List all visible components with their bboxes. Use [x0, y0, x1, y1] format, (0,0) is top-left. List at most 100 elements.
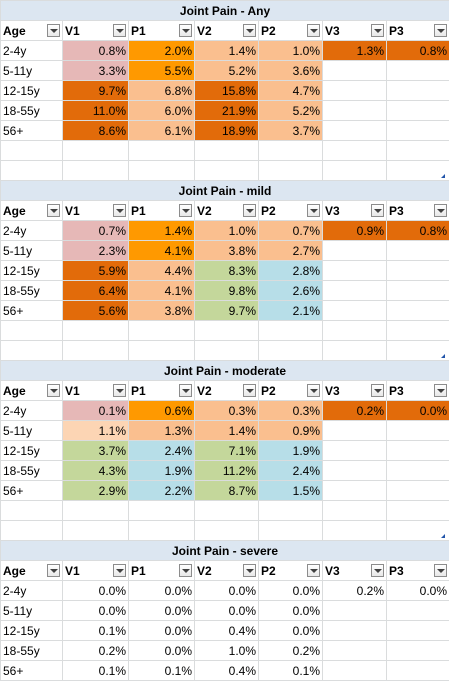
filter-dropdown-icon[interactable] — [113, 24, 126, 37]
age-group-cell[interactable]: 12-15y — [1, 261, 63, 281]
value-cell[interactable]: 0.4% — [195, 621, 259, 641]
filter-dropdown-icon[interactable] — [179, 564, 192, 577]
value-cell[interactable]: 0.9% — [323, 221, 387, 241]
filter-dropdown-icon[interactable] — [47, 204, 60, 217]
filter-dropdown-icon[interactable] — [307, 384, 320, 397]
value-cell[interactable]: 11.0% — [63, 101, 129, 121]
value-cell[interactable]: 1.0% — [195, 641, 259, 661]
value-cell[interactable]: 0.0% — [387, 581, 449, 601]
filter-dropdown-icon[interactable] — [243, 384, 256, 397]
value-cell[interactable]: 3.7% — [63, 441, 129, 461]
value-cell[interactable]: 2.9% — [63, 481, 129, 501]
age-group-cell[interactable]: 5-11y — [1, 241, 63, 261]
empty-cell[interactable] — [323, 521, 387, 541]
age-group-cell[interactable]: 2-4y — [1, 401, 63, 421]
value-cell[interactable]: 3.3% — [63, 61, 129, 81]
value-cell[interactable] — [387, 301, 449, 321]
age-group-cell[interactable]: 2-4y — [1, 581, 63, 601]
value-cell[interactable]: 8.7% — [195, 481, 259, 501]
empty-cell[interactable] — [387, 321, 449, 341]
value-cell[interactable]: 0.4% — [195, 661, 259, 681]
empty-cell[interactable] — [387, 521, 449, 541]
value-cell[interactable]: 6.1% — [129, 121, 195, 141]
age-group-cell[interactable]: 18-55y — [1, 281, 63, 301]
value-cell[interactable]: 2.0% — [129, 41, 195, 61]
value-cell[interactable]: 4.1% — [129, 281, 195, 301]
value-cell[interactable]: 0.0% — [259, 621, 323, 641]
value-cell[interactable]: 0.0% — [195, 581, 259, 601]
value-cell[interactable] — [387, 101, 449, 121]
filter-dropdown-icon[interactable] — [179, 24, 192, 37]
value-cell[interactable]: 0.0% — [195, 601, 259, 621]
filter-dropdown-icon[interactable] — [371, 24, 384, 37]
value-cell[interactable]: 1.3% — [129, 421, 195, 441]
empty-cell[interactable] — [195, 521, 259, 541]
value-cell[interactable] — [387, 461, 449, 481]
filter-dropdown-icon[interactable] — [47, 384, 60, 397]
value-cell[interactable]: 0.2% — [323, 581, 387, 601]
value-cell[interactable]: 4.3% — [63, 461, 129, 481]
value-cell[interactable] — [387, 621, 449, 641]
empty-cell[interactable] — [323, 341, 387, 361]
value-cell[interactable] — [387, 81, 449, 101]
filter-dropdown-icon[interactable] — [434, 564, 447, 577]
value-cell[interactable] — [323, 441, 387, 461]
value-cell[interactable]: 8.6% — [63, 121, 129, 141]
value-cell[interactable]: 1.9% — [259, 441, 323, 461]
value-cell[interactable]: 1.9% — [129, 461, 195, 481]
value-cell[interactable]: 3.8% — [195, 241, 259, 261]
empty-cell[interactable] — [1, 141, 63, 161]
value-cell[interactable]: 4.4% — [129, 261, 195, 281]
empty-cell[interactable] — [129, 521, 195, 541]
empty-cell[interactable] — [1, 501, 63, 521]
filter-dropdown-icon[interactable] — [47, 564, 60, 577]
value-cell[interactable]: 0.2% — [259, 641, 323, 661]
value-cell[interactable]: 1.1% — [63, 421, 129, 441]
value-cell[interactable]: 0.1% — [63, 621, 129, 641]
age-group-cell[interactable]: 12-15y — [1, 441, 63, 461]
filter-dropdown-icon[interactable] — [113, 564, 126, 577]
value-cell[interactable] — [387, 481, 449, 501]
value-cell[interactable]: 1.4% — [195, 41, 259, 61]
filter-dropdown-icon[interactable] — [179, 204, 192, 217]
age-group-cell[interactable]: 18-55y — [1, 461, 63, 481]
age-group-cell[interactable]: 5-11y — [1, 421, 63, 441]
age-group-cell[interactable]: 12-15y — [1, 621, 63, 641]
value-cell[interactable] — [387, 61, 449, 81]
filter-dropdown-icon[interactable] — [434, 204, 447, 217]
value-cell[interactable] — [323, 621, 387, 641]
value-cell[interactable]: 0.0% — [63, 581, 129, 601]
empty-cell[interactable] — [387, 501, 449, 521]
value-cell[interactable]: 0.0% — [259, 581, 323, 601]
value-cell[interactable] — [387, 661, 449, 681]
empty-cell[interactable] — [259, 161, 323, 181]
value-cell[interactable] — [387, 421, 449, 441]
value-cell[interactable]: 0.1% — [63, 661, 129, 681]
age-group-cell[interactable]: 56+ — [1, 481, 63, 501]
empty-cell[interactable] — [195, 141, 259, 161]
empty-cell[interactable] — [195, 341, 259, 361]
empty-cell[interactable] — [259, 521, 323, 541]
value-cell[interactable]: 2.1% — [259, 301, 323, 321]
value-cell[interactable]: 0.8% — [63, 41, 129, 61]
value-cell[interactable]: 21.9% — [195, 101, 259, 121]
empty-cell[interactable] — [129, 321, 195, 341]
value-cell[interactable]: 0.0% — [129, 601, 195, 621]
empty-cell[interactable] — [129, 141, 195, 161]
value-cell[interactable]: 0.2% — [323, 401, 387, 421]
value-cell[interactable] — [387, 241, 449, 261]
value-cell[interactable]: 2.2% — [129, 481, 195, 501]
value-cell[interactable]: 4.1% — [129, 241, 195, 261]
value-cell[interactable]: 3.8% — [129, 301, 195, 321]
age-group-cell[interactable]: 5-11y — [1, 61, 63, 81]
value-cell[interactable] — [387, 641, 449, 661]
value-cell[interactable] — [387, 121, 449, 141]
age-group-cell[interactable]: 5-11y — [1, 601, 63, 621]
filter-dropdown-icon[interactable] — [434, 384, 447, 397]
value-cell[interactable]: 9.8% — [195, 281, 259, 301]
empty-cell[interactable] — [63, 521, 129, 541]
value-cell[interactable]: 6.8% — [129, 81, 195, 101]
value-cell[interactable]: 1.5% — [259, 481, 323, 501]
filter-dropdown-icon[interactable] — [179, 384, 192, 397]
value-cell[interactable] — [387, 441, 449, 461]
